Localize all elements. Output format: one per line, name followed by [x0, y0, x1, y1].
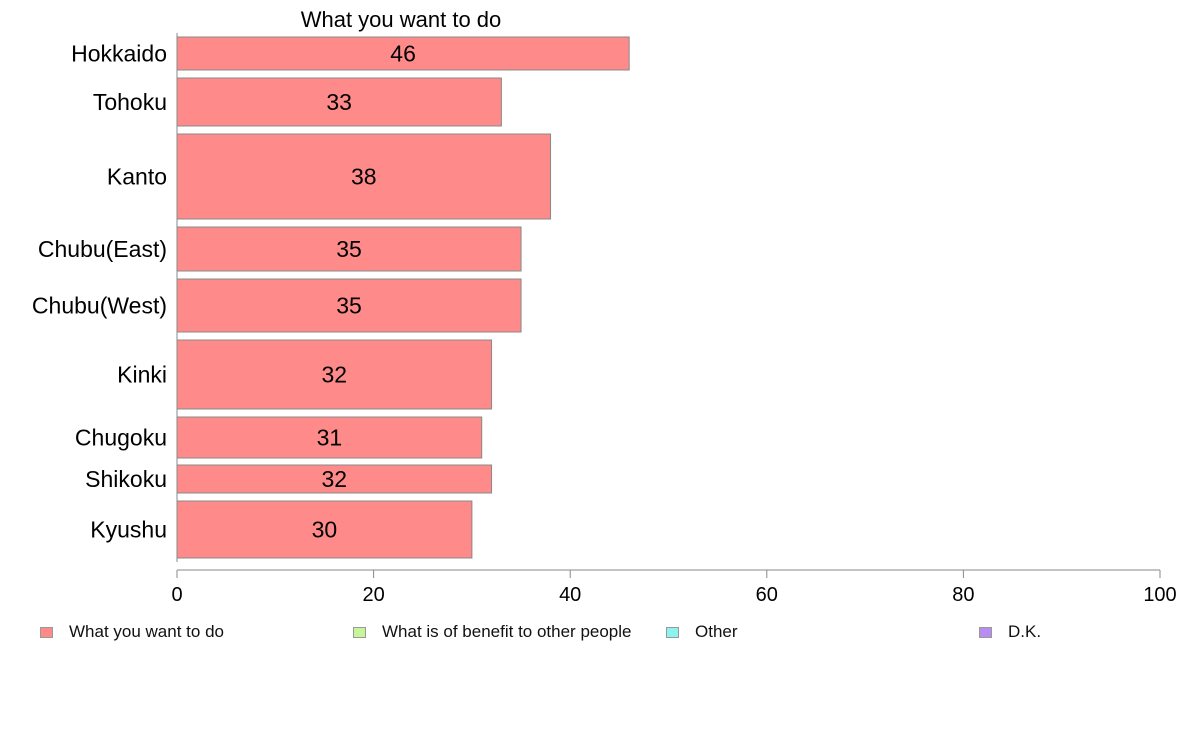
legend-swatch — [979, 626, 992, 638]
bar-chubu-west — [176, 278, 522, 333]
category-label: Kanto — [107, 164, 167, 190]
category-label: Kinki — [117, 362, 167, 388]
bar-kanto — [176, 133, 552, 220]
legend-label: What you want to do — [69, 622, 224, 641]
category-label: Tohoku — [93, 89, 167, 115]
legend-label: Other — [695, 622, 738, 641]
category-label: Shikoku — [85, 466, 167, 492]
legend-swatch — [353, 626, 366, 638]
x-axis: 0 20 40 60 80 100 — [171, 33, 1177, 606]
legend-item-what-you-want-to-do: What you want to do — [40, 622, 224, 642]
data-label: 32 — [321, 466, 347, 492]
legend-item-benefit-to-others: What is of benefit to other people — [353, 622, 632, 642]
category-label: Chugoku — [75, 425, 167, 451]
x-tick-label: 20 — [362, 584, 384, 606]
data-label: 30 — [312, 517, 338, 543]
bar-chubu-east — [176, 226, 522, 272]
bar-tohoku — [176, 77, 502, 127]
legend-item-dk: D.K. — [979, 622, 1041, 642]
legend-swatch — [666, 626, 679, 638]
x-tick-label: 100 — [1143, 584, 1176, 606]
data-label: 33 — [326, 89, 352, 115]
category-label: Hokkaido — [71, 41, 167, 67]
legend-label: What is of benefit to other people — [382, 622, 632, 641]
data-label: 46 — [390, 41, 416, 67]
legend-label: D.K. — [1008, 622, 1042, 641]
legend-swatch — [40, 626, 53, 638]
data-label: 32 — [321, 362, 347, 388]
chart-title: What you want to do — [301, 7, 502, 32]
data-label: 35 — [336, 293, 362, 319]
x-tick-label: 60 — [756, 584, 778, 606]
data-label: 31 — [317, 425, 343, 451]
bar-hokkaido — [176, 36, 630, 71]
x-tick-label: 40 — [559, 584, 581, 606]
category-label: Kyushu — [90, 517, 167, 543]
bar-chugoku — [176, 416, 483, 459]
data-label: 38 — [351, 164, 377, 190]
bar-kinki — [176, 339, 493, 410]
x-tick-label: 80 — [952, 584, 974, 606]
category-label: Chubu(East) — [38, 236, 167, 262]
category-label: Chubu(West) — [32, 293, 167, 319]
data-label: 35 — [336, 236, 362, 262]
bar-chart: What you want to do 46 Hokkaido 33 Tohoku 38… — [32, 7, 1177, 606]
legend-item-other: Other — [666, 622, 738, 642]
bars-group: 46 Hokkaido 33 Tohoku 38 Kanto 35 Chubu(East) 35… — [32, 36, 630, 559]
legend: What you want to do What is of benefit t… — [0, 622, 1188, 646]
x-tick-label: 0 — [171, 584, 182, 606]
